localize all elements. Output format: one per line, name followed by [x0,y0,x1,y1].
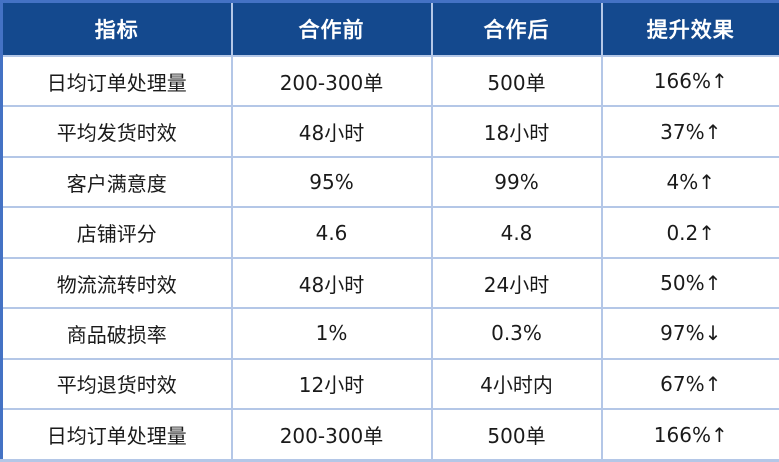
cell-improvement: 4%↑ [600,155,779,209]
table-row: 客户满意度 95% 99% 4%↑ [0,155,779,209]
cell-after: 0.3% [430,307,603,360]
cell-improvement: 50%↑ [600,256,779,310]
cell-before: 95% [230,155,433,209]
cell-before: 1% [230,307,433,360]
cell-before: 200-300单 [230,408,433,462]
table-row: 平均退货时效 12小时 4小时内 67%↑ [0,357,779,411]
cell-indicator: 物流流转时效 [0,256,233,310]
table-row: 店铺评分 4.6 4.8 0.2↑ [0,206,779,259]
cell-indicator: 日均订单处理量 [0,54,233,108]
cell-after: 24小时 [430,256,603,310]
cell-improvement: 97%↓ [600,307,779,360]
cell-indicator: 商品破损率 [0,307,233,360]
cell-before: 48小时 [230,256,433,310]
cell-improvement: 67%↑ [600,357,779,411]
cell-indicator: 店铺评分 [0,206,233,259]
cell-after: 99% [430,155,603,209]
table-header-row: 指标 合作前 合作后 提升效果 [0,0,779,57]
header-row: 指标 合作前 合作后 提升效果 [0,0,779,57]
cell-after: 4小时内 [430,357,603,411]
cell-before: 4.6 [230,206,433,259]
cell-before: 48小时 [230,105,433,158]
cell-improvement: 166%↑ [600,54,779,108]
cell-after: 500单 [430,54,603,108]
cell-indicator: 客户满意度 [0,155,233,209]
cell-after: 18小时 [430,105,603,158]
table-row: 日均订单处理量 200-300单 500单 166%↑ [0,54,779,108]
column-header-indicator: 指标 [0,0,233,57]
cell-improvement: 0.2↑ [600,206,779,259]
column-header-after-cooperation: 合作后 [430,0,603,57]
cell-indicator: 平均退货时效 [0,357,233,411]
cell-before: 12小时 [230,357,433,411]
cell-after: 4.8 [430,206,603,259]
cell-indicator: 平均发货时效 [0,105,233,158]
cell-improvement: 166%↑ [600,408,779,462]
column-header-before-cooperation: 合作前 [230,0,433,57]
table-row: 日均订单处理量 200-300单 500单 166%↑ [0,408,779,462]
table-body: 日均订单处理量 200-300单 500单 166%↑ 平均发货时效 48小时 … [0,54,779,462]
cell-before: 200-300单 [230,54,433,108]
cell-indicator: 日均订单处理量 [0,408,233,462]
column-header-improvement: 提升效果 [600,0,779,57]
table-row: 平均发货时效 48小时 18小时 37%↑ [0,105,779,158]
cell-after: 500单 [430,408,603,462]
table-row: 物流流转时效 48小时 24小时 50%↑ [0,256,779,310]
cell-improvement: 37%↑ [600,105,779,158]
table-row: 商品破损率 1% 0.3% 97%↓ [0,307,779,360]
